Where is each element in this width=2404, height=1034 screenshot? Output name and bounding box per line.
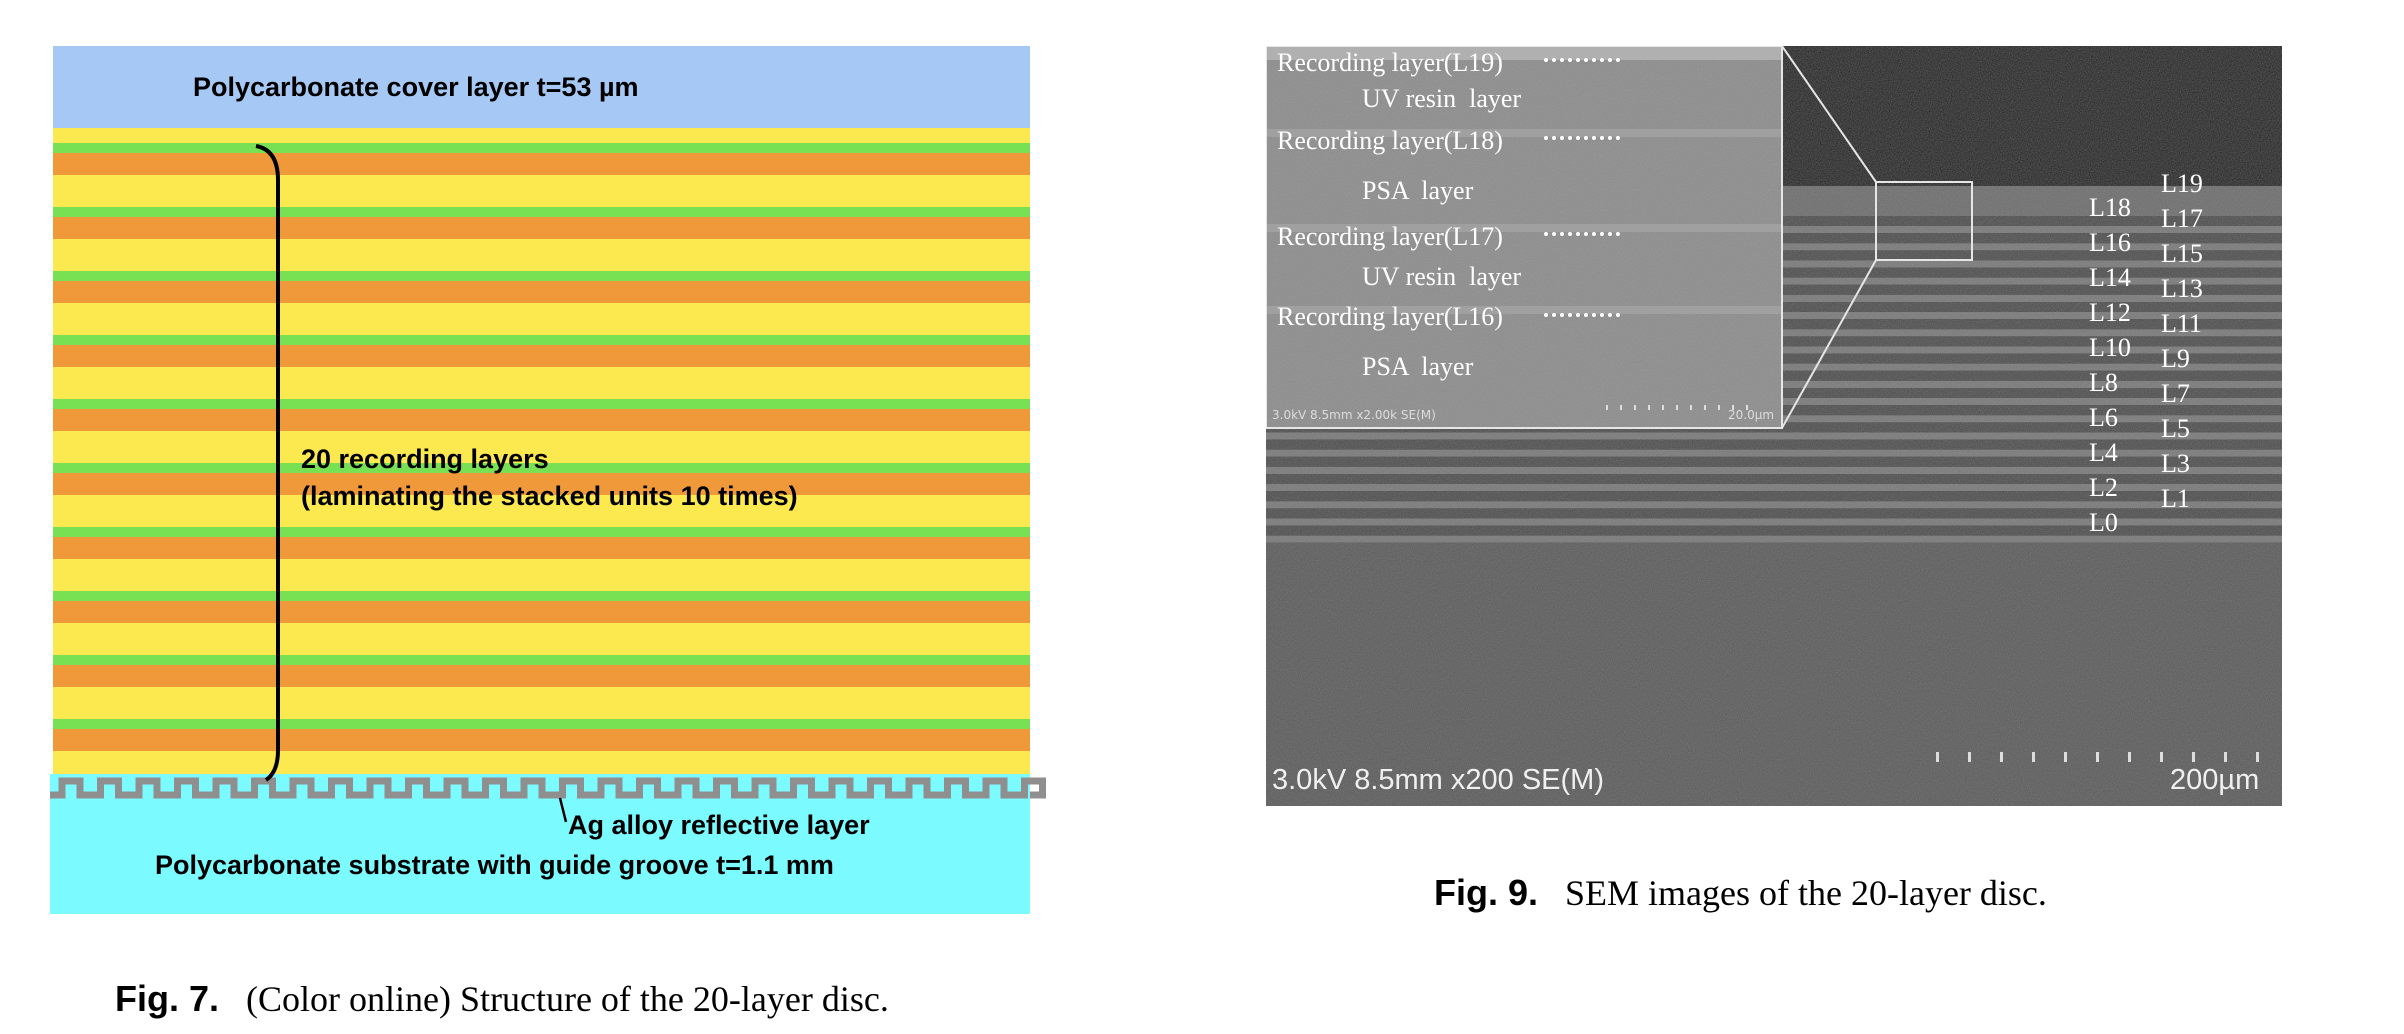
inset-footer-left: 3.0kV 8.5mm x2.00k SE(M)	[1272, 408, 1436, 422]
layer-label-l14: L14	[2089, 263, 2131, 292]
layer-label-l19: L19	[2161, 169, 2203, 198]
sem-light-band	[1266, 484, 2282, 492]
fig9-caption-number: Fig. 9.	[1434, 872, 1539, 913]
inset-label-psa-1: PSA layer	[1362, 176, 1474, 205]
layer-label-l8: L8	[2089, 368, 2118, 397]
layer-label-l13: L13	[2161, 274, 2203, 303]
sem-light-band	[1266, 466, 2282, 474]
inset-scale-tick	[1662, 405, 1664, 410]
sem-substrate-region	[1266, 543, 2282, 806]
inset-scale-tick	[1676, 405, 1678, 410]
sem-dark-band	[1266, 439, 2282, 450]
sem-scale-tick	[2192, 752, 2195, 762]
inset-scale-tick	[1620, 405, 1622, 410]
substrate-label: Polycarbonate substrate with guide groov…	[155, 850, 834, 880]
sem-scale-tick	[2032, 752, 2035, 762]
layer-label-l1: L1	[2161, 484, 2190, 513]
inset-scale-tick	[1732, 405, 1734, 410]
sem-scale-tick	[2000, 752, 2003, 762]
cover-layer	[53, 46, 1030, 128]
layer-label-l3: L3	[2161, 449, 2190, 478]
inset-scale-tick	[1648, 405, 1650, 410]
layer-label-l16: L16	[2089, 228, 2131, 257]
layer-label-l9: L9	[2161, 344, 2190, 373]
sem-dark-band	[1266, 491, 2282, 502]
inset-scale-tick	[1606, 405, 1608, 410]
sem-dark-band	[1266, 525, 2282, 536]
sem-light-band	[1266, 535, 2282, 543]
sem-zoom-connector-bottom	[1781, 259, 1877, 429]
layer-label-l10: L10	[2089, 333, 2131, 362]
inset-scale-ticks	[1606, 405, 1748, 410]
sem-scale-tick	[2160, 752, 2163, 762]
cover-layer-label: Polycarbonate cover layer t=53 µm	[193, 72, 639, 102]
sem-dark-band	[1266, 456, 2282, 467]
layer-label-l4: L4	[2089, 438, 2118, 467]
sem-light-band	[1266, 449, 2282, 457]
inset-scale-tick	[1704, 405, 1706, 410]
layer-label-l5: L5	[2161, 414, 2190, 443]
layer-label-l17: L17	[2161, 204, 2203, 233]
inset-label-recording-l16: Recording layer(L16)	[1277, 302, 1503, 331]
fig7-structure-diagram	[50, 46, 1046, 914]
fig7-caption-number: Fig. 7.	[115, 978, 220, 1019]
sem-scale-tick	[1936, 752, 1939, 762]
sem-scale-tick	[2224, 752, 2227, 762]
inset-leader-l19	[1544, 58, 1620, 62]
layer-label-l0: L0	[2089, 508, 2118, 537]
layer-label-l2: L2	[2089, 473, 2118, 502]
inset-label-recording-l19: Recording layer(L19)	[1277, 48, 1503, 77]
ag-reflective-groove	[50, 777, 1046, 799]
inset-footer-right: 20.0µm	[1728, 408, 1775, 422]
sem-zoom-connector-top	[1781, 46, 1877, 183]
layer-label-l6: L6	[2089, 403, 2118, 432]
fig9-sem-image	[1266, 46, 2282, 806]
reflective-pointer-line	[558, 797, 568, 823]
recording-layers-brace	[255, 144, 280, 782]
layer-label-l11: L11	[2161, 309, 2202, 338]
sem-scale-tick	[2096, 752, 2099, 762]
inset-label-uv-resin-1: UV resin layer	[1362, 84, 1522, 113]
sem-light-band	[1266, 501, 2282, 509]
sem-scale-tick	[1968, 752, 1971, 762]
layer-label-l12: L12	[2089, 298, 2131, 327]
reflective-layer-label: Ag alloy reflective layer	[568, 810, 870, 840]
inset-leader-l17	[1544, 232, 1620, 236]
sem-scale-ticks	[1936, 752, 2259, 762]
layer-label-l18: L18	[2089, 193, 2131, 222]
sem-inset	[1266, 46, 1783, 429]
inset-scale-tick	[1746, 405, 1748, 410]
inset-scale-tick	[1718, 405, 1720, 410]
sem-scale-tick	[2256, 752, 2259, 762]
fig9-caption-text: SEM images of the 20-layer disc.	[1565, 873, 2047, 913]
sem-light-band	[1266, 518, 2282, 526]
inset-leader-l18	[1544, 136, 1620, 140]
recording-layers-label-line2: (laminating the stacked units 10 times)	[301, 481, 798, 511]
fig7-caption-text: (Color online) Structure of the 20-layer…	[246, 979, 889, 1019]
inset-label-psa-2: PSA layer	[1362, 352, 1474, 381]
layer-labels-odd: L19 L17 L15 L13 L11 L9 L7 L5 L3 L1	[2161, 166, 2203, 516]
recording-layers-label-line1: 20 recording layers	[301, 444, 549, 474]
inset-scale-tick	[1690, 405, 1692, 410]
recording-layer-stack	[53, 128, 1030, 774]
inset-leader-l16	[1544, 313, 1620, 317]
sem-dark-band	[1266, 508, 2282, 519]
inset-label-recording-l17: Recording layer(L17)	[1277, 222, 1503, 251]
fig7-caption: Fig. 7. (Color online) Structure of the …	[115, 978, 889, 1020]
sem-footer-right: 200µm	[2170, 764, 2260, 796]
sem-footer-left: 3.0kV 8.5mm x200 SE(M)	[1272, 764, 1604, 796]
sem-dark-band	[1266, 474, 2282, 484]
sem-scale-tick	[2128, 752, 2131, 762]
inset-label-recording-l18: Recording layer(L18)	[1277, 126, 1503, 155]
sem-light-band	[1266, 432, 2282, 440]
layer-labels-even: L18 L16 L14 L12 L10 L8 L6 L4 L2 L0	[2089, 190, 2131, 540]
sem-zoom-box	[1875, 181, 1973, 261]
layer-label-l7: L7	[2161, 379, 2190, 408]
layer-label-l15: L15	[2161, 239, 2203, 268]
fig9-caption: Fig. 9. SEM images of the 20-layer disc.	[1434, 872, 2047, 914]
sem-scale-tick	[2064, 752, 2067, 762]
inset-scale-tick	[1634, 405, 1636, 410]
inset-label-uv-resin-2: UV resin layer	[1362, 262, 1522, 291]
